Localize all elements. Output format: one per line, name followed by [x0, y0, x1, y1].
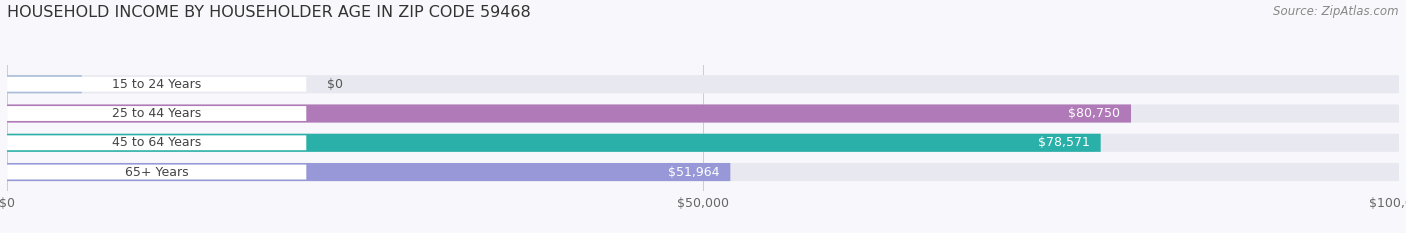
Text: 15 to 24 Years: 15 to 24 Years — [112, 78, 201, 91]
FancyBboxPatch shape — [7, 104, 1130, 123]
FancyBboxPatch shape — [7, 104, 1399, 123]
Text: $0: $0 — [328, 78, 343, 91]
FancyBboxPatch shape — [7, 106, 307, 121]
FancyBboxPatch shape — [7, 135, 307, 150]
Text: HOUSEHOLD INCOME BY HOUSEHOLDER AGE IN ZIP CODE 59468: HOUSEHOLD INCOME BY HOUSEHOLDER AGE IN Z… — [7, 5, 531, 20]
FancyBboxPatch shape — [7, 75, 1399, 93]
FancyBboxPatch shape — [7, 77, 307, 92]
FancyBboxPatch shape — [7, 134, 1101, 152]
FancyBboxPatch shape — [7, 163, 730, 181]
Text: 45 to 64 Years: 45 to 64 Years — [112, 136, 201, 149]
FancyBboxPatch shape — [7, 75, 82, 93]
Text: 25 to 44 Years: 25 to 44 Years — [112, 107, 201, 120]
FancyBboxPatch shape — [7, 134, 1399, 152]
Text: $80,750: $80,750 — [1069, 107, 1121, 120]
FancyBboxPatch shape — [7, 164, 307, 179]
FancyBboxPatch shape — [7, 163, 1399, 181]
Text: $51,964: $51,964 — [668, 165, 720, 178]
Text: $78,571: $78,571 — [1038, 136, 1090, 149]
Text: Source: ZipAtlas.com: Source: ZipAtlas.com — [1274, 5, 1399, 18]
Text: 65+ Years: 65+ Years — [125, 165, 188, 178]
